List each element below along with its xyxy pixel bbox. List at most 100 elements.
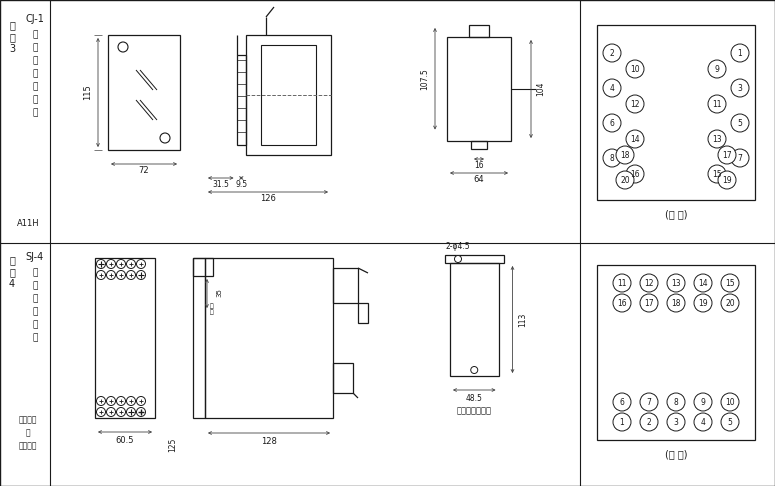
Text: 4: 4 xyxy=(610,84,615,92)
Circle shape xyxy=(97,407,105,417)
Circle shape xyxy=(136,271,146,279)
Circle shape xyxy=(603,149,621,167)
Text: 螺钉安装开孔图: 螺钉安装开孔图 xyxy=(456,406,492,416)
Text: 4: 4 xyxy=(9,279,15,289)
Text: 附: 附 xyxy=(9,20,15,30)
Text: 出: 出 xyxy=(33,281,38,290)
Bar xyxy=(445,255,504,263)
Circle shape xyxy=(708,165,726,183)
Circle shape xyxy=(106,407,115,417)
Circle shape xyxy=(694,413,712,431)
Text: 125: 125 xyxy=(168,438,177,452)
Bar xyxy=(193,258,205,418)
Text: 60.5: 60.5 xyxy=(115,435,134,445)
Text: 48.5: 48.5 xyxy=(466,394,483,402)
Circle shape xyxy=(603,114,621,132)
Text: (正 视): (正 视) xyxy=(665,449,687,459)
Bar xyxy=(469,25,489,37)
Text: 3: 3 xyxy=(738,84,742,92)
Circle shape xyxy=(136,407,146,417)
Bar xyxy=(246,35,331,155)
Text: 35: 35 xyxy=(216,289,222,297)
Circle shape xyxy=(126,407,136,417)
Circle shape xyxy=(708,60,726,78)
Text: 5: 5 xyxy=(738,119,742,127)
Text: 螺钉安装: 螺钉安装 xyxy=(19,441,37,450)
Circle shape xyxy=(97,271,105,279)
Text: 7: 7 xyxy=(738,154,742,162)
Bar xyxy=(358,303,368,323)
Circle shape xyxy=(708,95,726,113)
Circle shape xyxy=(640,413,658,431)
Text: (背 视): (背 视) xyxy=(665,209,687,219)
Circle shape xyxy=(626,95,644,113)
Circle shape xyxy=(106,397,115,405)
Text: 14: 14 xyxy=(630,135,640,143)
Text: 14: 14 xyxy=(698,278,708,288)
Text: 17: 17 xyxy=(722,151,732,159)
Circle shape xyxy=(731,149,749,167)
Text: 15: 15 xyxy=(725,278,735,288)
Text: 16: 16 xyxy=(617,298,627,308)
Circle shape xyxy=(118,42,128,52)
Bar xyxy=(597,25,755,200)
Circle shape xyxy=(616,146,634,164)
Text: 8: 8 xyxy=(610,154,615,162)
Text: 3: 3 xyxy=(9,44,15,54)
Text: 16: 16 xyxy=(474,160,484,170)
Circle shape xyxy=(116,271,126,279)
Circle shape xyxy=(718,146,736,164)
Text: 18: 18 xyxy=(620,151,630,159)
Circle shape xyxy=(731,44,749,62)
Bar xyxy=(95,258,155,418)
Bar xyxy=(333,363,353,393)
Circle shape xyxy=(603,44,621,62)
Circle shape xyxy=(626,60,644,78)
Text: 11: 11 xyxy=(712,100,722,108)
Text: 出: 出 xyxy=(33,43,38,52)
Bar xyxy=(205,258,333,418)
Circle shape xyxy=(640,294,658,312)
Text: 2: 2 xyxy=(610,49,615,57)
Circle shape xyxy=(667,393,685,411)
Text: 113: 113 xyxy=(518,312,527,327)
Text: 115: 115 xyxy=(84,85,92,101)
Text: 接: 接 xyxy=(33,320,38,329)
Text: 10: 10 xyxy=(630,65,640,73)
Circle shape xyxy=(721,274,739,292)
Circle shape xyxy=(640,274,658,292)
Text: 卡轨安装: 卡轨安装 xyxy=(19,415,37,424)
Text: 128: 128 xyxy=(261,436,277,446)
Circle shape xyxy=(454,256,461,262)
Bar xyxy=(597,265,755,440)
Circle shape xyxy=(613,294,631,312)
Text: 7: 7 xyxy=(646,398,652,406)
Text: 19: 19 xyxy=(698,298,708,308)
Circle shape xyxy=(626,130,644,148)
Text: 凸: 凸 xyxy=(33,30,38,39)
Text: 后: 后 xyxy=(33,82,38,91)
Text: 11: 11 xyxy=(617,278,627,288)
Bar xyxy=(333,268,358,303)
Text: 或: 或 xyxy=(26,428,30,437)
Circle shape xyxy=(116,407,126,417)
Circle shape xyxy=(721,294,739,312)
Bar xyxy=(236,55,246,145)
Circle shape xyxy=(470,366,477,374)
Text: 15: 15 xyxy=(712,170,722,178)
Text: SJ-4: SJ-4 xyxy=(26,252,44,262)
Circle shape xyxy=(694,294,712,312)
Text: 1: 1 xyxy=(738,49,742,57)
Circle shape xyxy=(613,274,631,292)
Bar xyxy=(108,35,180,150)
Circle shape xyxy=(694,274,712,292)
Circle shape xyxy=(721,413,739,431)
Text: 2: 2 xyxy=(646,417,651,427)
Circle shape xyxy=(136,260,146,268)
Text: 3: 3 xyxy=(673,417,678,427)
Text: A11H: A11H xyxy=(17,219,40,228)
Circle shape xyxy=(640,393,658,411)
Circle shape xyxy=(126,397,136,405)
Circle shape xyxy=(126,260,136,268)
Circle shape xyxy=(106,271,115,279)
